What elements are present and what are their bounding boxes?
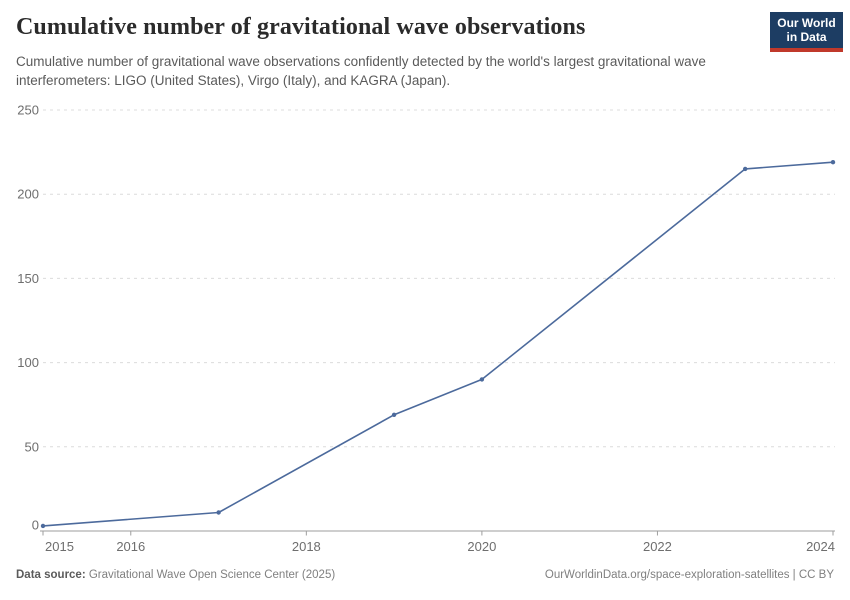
owid-logo-line2: in Data [786, 30, 827, 44]
data-point-marker [830, 160, 836, 165]
data-point-marker [743, 166, 748, 172]
data-source: Data source: Gravitational Wave Open Sci… [16, 568, 335, 583]
x-axis-tick-label: 2016 [116, 539, 145, 554]
data-source-text: Gravitational Wave Open Science Center (… [85, 569, 336, 581]
x-axis-tick-label: 2022 [643, 539, 672, 554]
x-axis-tick-label: 2015 [45, 539, 74, 554]
y-axis-tick-label: 100 [17, 355, 39, 370]
owid-logo-line1: Our World [777, 16, 836, 30]
data-point-marker [40, 523, 46, 529]
data-line [42, 161, 834, 527]
x-axis-tick-label: 2024 [806, 539, 835, 554]
attribution: OurWorldinData.org/space-exploration-sat… [544, 569, 834, 581]
y-axis-tick-label: 200 [17, 187, 39, 202]
chart-subtitle: Cumulative number of gravitational wave … [16, 54, 706, 88]
y-axis-tick-label: 150 [17, 271, 39, 286]
x-axis-tick-label: 2018 [292, 539, 321, 554]
data-point-marker [479, 377, 485, 382]
y-axis-tick-label: 0 [32, 518, 39, 533]
chart-footer: Data source: Gravitational Wave Open Sci… [16, 568, 834, 583]
data-point-marker [216, 510, 221, 515]
owid-logo-red-bar [770, 48, 843, 52]
y-axis-tick-label: 50 [25, 439, 39, 454]
owid-logo: Our World in Data [770, 12, 843, 52]
y-axis-tick-label: 250 [17, 103, 39, 118]
x-axis-tick-label: 2020 [467, 539, 496, 554]
data-point-marker [391, 412, 397, 417]
chart-title: Cumulative number of gravitational wave … [16, 14, 586, 40]
data-source-label: Data source: [16, 569, 86, 581]
